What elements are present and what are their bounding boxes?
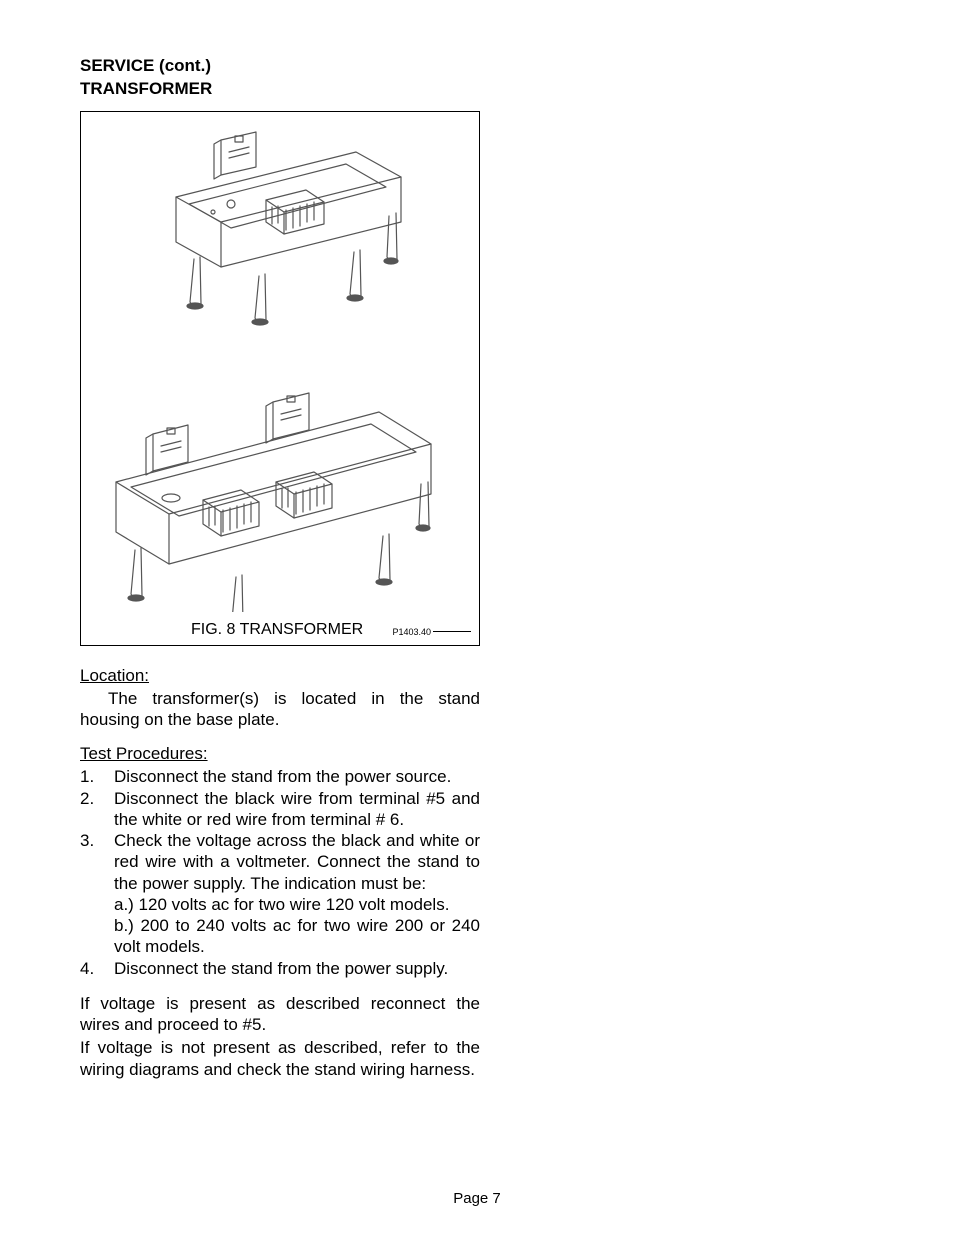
list-item: 3. Check the voltage across the black an… [80,830,480,958]
item-text: Disconnect the black wire from terminal … [114,788,480,831]
footer-para-1: If voltage is present as described recon… [80,993,480,1036]
sub-item: a.) 120 volts ac for two wire 120 volt m… [114,894,480,915]
figure-box: FIG. 8 TRANSFORMER P1403.40 [80,111,480,646]
figure-code: P1403.40 [392,627,431,637]
test-heading: Test Procedures: [80,744,480,764]
left-column: SERVICE (cont.) TRANSFORMER [80,55,480,1080]
list-item: 1. Disconnect the stand from the power s… [80,766,480,787]
list-item: 2. Disconnect the black wire from termin… [80,788,480,831]
item-num: 2. [80,788,114,831]
page: SERVICE (cont.) TRANSFORMER [0,0,954,1235]
item-num: 3. [80,830,114,958]
location-text: The transformer(s) is located in the sta… [80,688,480,731]
figure-caption: FIG. 8 TRANSFORMER [191,621,363,639]
sub-item: b.) 200 to 240 volts ac for two wire 200… [114,915,480,958]
page-number: Page 7 [0,1190,954,1207]
title-line-2: TRANSFORMER [80,78,480,101]
item-body: Check the voltage across the black and w… [114,830,480,958]
item-text: Disconnect the stand from the power sour… [114,766,480,787]
item-num: 1. [80,766,114,787]
location-heading: Location: [80,666,480,686]
transformer-diagram [81,112,477,612]
test-list: 1. Disconnect the stand from the power s… [80,766,480,979]
list-item: 4. Disconnect the stand from the power s… [80,958,480,979]
figure-code-line [433,631,471,632]
item-num: 4. [80,958,114,979]
footer-para-2: If voltage is not present as described, … [80,1037,480,1080]
title-line-1: SERVICE (cont.) [80,55,480,78]
section-title: SERVICE (cont.) TRANSFORMER [80,55,480,101]
item-text: Check the voltage across the black and w… [114,831,480,893]
item-text: Disconnect the stand from the power supp… [114,958,480,979]
